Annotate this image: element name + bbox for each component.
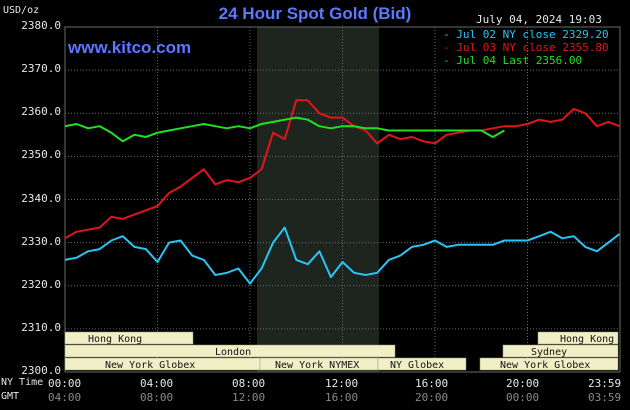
series-line-1	[64, 99, 620, 240]
chart-title: 24 Hour Spot Gold (Bid)	[218, 4, 412, 23]
x-tick-label-gmt: 00:00	[506, 391, 540, 404]
series-line-2	[64, 116, 505, 143]
y-tick-label: 2330.0	[21, 234, 61, 248]
legend-item-jul04: - Jul 04 Last 2356.00	[443, 54, 583, 67]
x-tick-label-gmt: 12:00	[232, 391, 266, 404]
x-tick-label-gmt: 03:59	[588, 391, 622, 404]
y-tick-label: 2300.0	[21, 364, 61, 377]
session-label: Sydney	[531, 347, 567, 358]
x-tick-label: 23:59	[588, 377, 622, 390]
session-label: NY Globex	[390, 360, 444, 371]
y-tick-label: 2350.0	[21, 148, 61, 162]
y-axis-unit: USD/oz	[3, 5, 40, 16]
x-tick-label-gmt: 04:00	[48, 391, 82, 404]
x-tick-label: 04:00	[140, 377, 174, 390]
x-axis-name-gmt: GMT	[1, 391, 20, 402]
x-axis-name-ny: NY Time	[1, 377, 44, 388]
x-tick-label-gmt: 08:00	[140, 391, 174, 404]
session-box	[64, 344, 396, 358]
y-tick-label: 2310.0	[21, 320, 61, 334]
session-box	[64, 331, 194, 345]
session-label: New York NYMEX	[275, 360, 359, 371]
x-tick-label: 16:00	[415, 377, 449, 390]
session-label: Hong Kong	[560, 334, 614, 345]
session-box	[502, 344, 619, 358]
x-tick-label: 20:00	[506, 377, 540, 390]
y-tick-label: 2380.0	[21, 19, 61, 32]
y-tick-label: 2360.0	[21, 105, 61, 119]
legend-item-jul02: - Jul 02 NY close 2329.20	[443, 28, 609, 41]
price-lines	[64, 99, 621, 285]
chart-grid	[64, 26, 621, 373]
series-line-0	[64, 226, 621, 285]
market-sessions: Hong Kong Hong Kong London Sydney New York G…	[64, 331, 619, 371]
legend: - Jul 02 NY close 2329.20 - Jul 03 NY cl…	[443, 28, 609, 67]
session-label: Hong Kong	[88, 334, 142, 345]
session-label: New York Globex	[105, 360, 195, 371]
plot-frame	[64, 26, 621, 373]
y-tick-label: 2370.0	[21, 62, 61, 76]
timestamp: July 04, 2024 19:03	[476, 13, 602, 26]
session-box	[377, 357, 467, 371]
session-box	[479, 357, 619, 371]
brand-watermark: www.kitco.com	[68, 38, 192, 57]
session-label: New York Globex	[500, 360, 590, 371]
x-tick-label: 00:00	[48, 377, 82, 390]
y-tick-label: 2340.0	[21, 191, 61, 205]
session-box	[537, 331, 619, 345]
x-tick-label-gmt: 16:00	[325, 391, 359, 404]
legend-item-jul03: - Jul 03 NY close 2355.80	[443, 41, 609, 54]
x-tick-label: 08:00	[232, 377, 266, 390]
y-tick-label: 2320.0	[21, 277, 61, 291]
x-tick-label: 12:00	[325, 377, 359, 390]
x-tick-label-gmt: 20:00	[415, 391, 449, 404]
session-label: London	[215, 347, 251, 358]
